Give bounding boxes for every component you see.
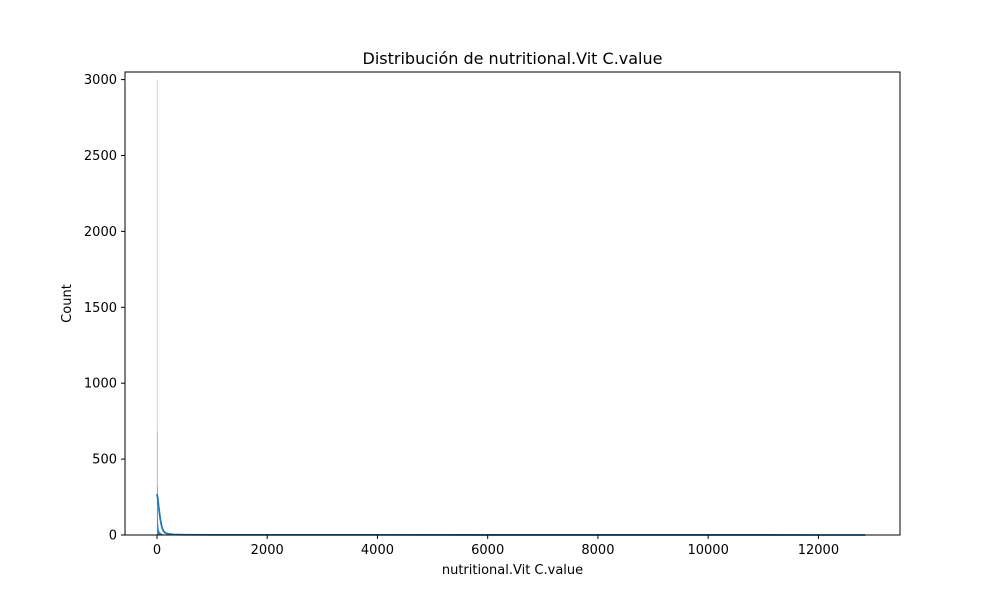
x-axis-ticks: 0 2000 4000 6000 8000 10000 12000	[153, 535, 839, 558]
y-tick-label: 500	[92, 453, 117, 468]
x-axis-label: nutritional.Vit C.value	[442, 563, 583, 578]
y-axis-label: Count	[60, 284, 75, 323]
y-tick-label: 2500	[84, 149, 117, 164]
histogram-bars	[156, 79, 196, 536]
plot-frame	[124, 71, 901, 536]
kde-curve	[156, 493, 866, 536]
x-tick-label: 10000	[687, 543, 728, 558]
y-tick-label: 1500	[84, 301, 117, 316]
x-tick-label: 0	[153, 543, 161, 558]
chart-title: Distribución de nutritional.Vit C.value	[363, 49, 663, 68]
y-axis-ticks: 0 500 1000 1500 2000 2500 3000	[84, 73, 125, 544]
y-tick-label: 2000	[84, 225, 117, 240]
x-tick-label: 4000	[361, 543, 394, 558]
y-tick-label: 3000	[84, 73, 117, 88]
x-tick-label: 8000	[581, 543, 614, 558]
x-tick-label: 6000	[471, 543, 504, 558]
x-tick-label: 2000	[251, 543, 284, 558]
x-tick-label: 12000	[798, 543, 839, 558]
y-tick-label: 1000	[84, 377, 117, 392]
y-tick-label: 0	[109, 529, 117, 544]
